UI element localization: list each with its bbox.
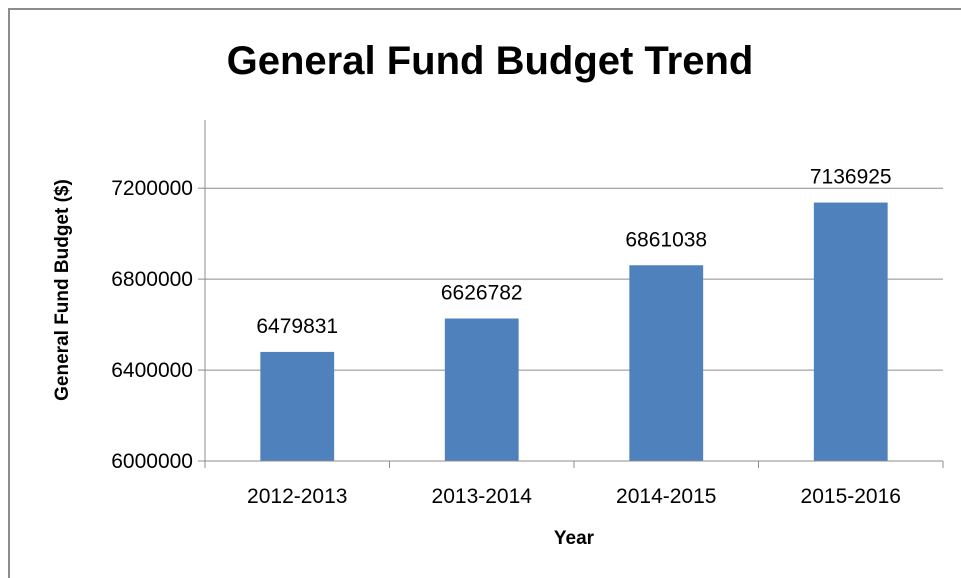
x-tick-label: 2013-2014	[432, 485, 533, 508]
x-tick-label: 2012-2013	[247, 485, 347, 508]
axes: 6000000 6400000 6800000 7200000 2012-2013 201…	[111, 120, 944, 508]
x-tick-label: 2015-2016	[801, 485, 901, 508]
y-tick-label: 6000000	[111, 450, 193, 473]
x-tick-label: 2014-2015	[616, 485, 716, 508]
bar	[260, 351, 335, 461]
bar	[813, 202, 888, 461]
bar-data-label: 6479831	[256, 315, 338, 338]
bar	[629, 265, 704, 461]
bar-data-label: 6626782	[441, 282, 523, 305]
y-tick-label: 6800000	[111, 268, 193, 291]
y-axis-title: General Fund Budget ($)	[52, 179, 73, 401]
y-tick-label: 6400000	[111, 359, 193, 382]
data-labels: 6479831 6626782 6861038 7136925	[256, 166, 891, 338]
chart-frame	[8, 8, 961, 578]
chart-title: General Fund Budget Trend	[227, 39, 754, 83]
bar-data-label: 6861038	[625, 228, 707, 251]
bar-data-label: 7136925	[810, 166, 892, 189]
x-axis-title: Year	[554, 528, 595, 549]
bar	[444, 318, 519, 461]
bars	[260, 202, 888, 461]
y-tick-label: 7200000	[111, 177, 193, 200]
